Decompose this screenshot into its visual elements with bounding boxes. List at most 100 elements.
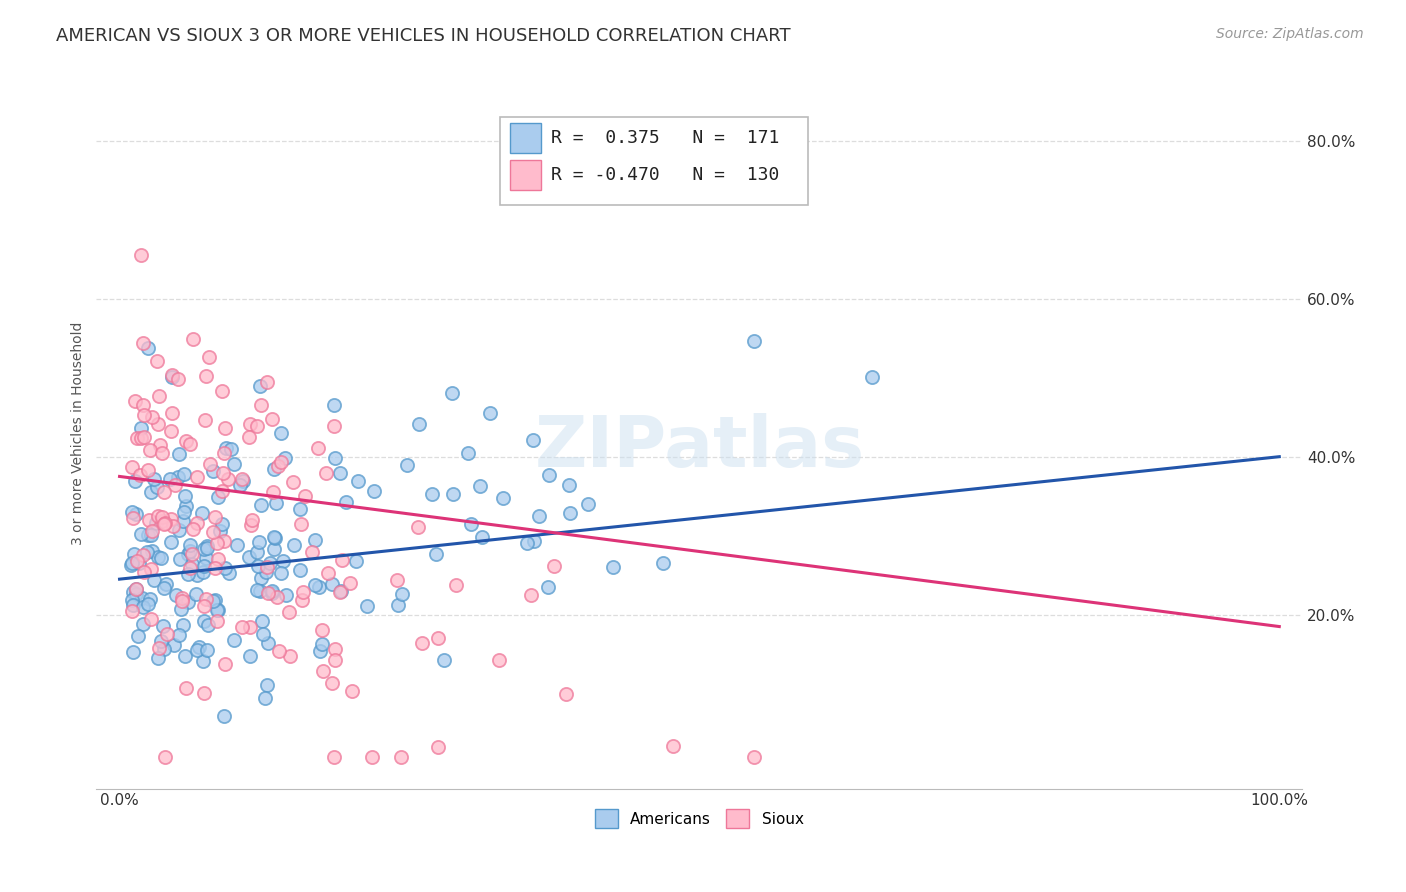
Point bbox=[249, 398, 271, 412]
Point bbox=[222, 458, 245, 472]
Point bbox=[263, 541, 285, 556]
Text: AMERICAN VS SIOUX 3 OR MORE VEHICLES IN HOUSEHOLD CORRELATION CHART: AMERICAN VS SIOUX 3 OR MORE VEHICLES IN … bbox=[56, 27, 790, 45]
Point bbox=[207, 603, 229, 617]
Point bbox=[176, 547, 198, 561]
Point bbox=[204, 510, 226, 524]
Point bbox=[160, 512, 183, 526]
Point bbox=[198, 351, 221, 365]
Point bbox=[150, 514, 173, 528]
Point bbox=[195, 540, 218, 554]
Point bbox=[162, 368, 184, 382]
Point bbox=[173, 467, 195, 481]
Point bbox=[153, 750, 176, 764]
Point bbox=[134, 408, 156, 422]
Point bbox=[129, 431, 152, 445]
Point bbox=[211, 516, 233, 531]
Point bbox=[141, 410, 163, 425]
Point bbox=[152, 485, 174, 500]
Point bbox=[361, 750, 384, 764]
Point bbox=[323, 398, 346, 412]
Point bbox=[207, 614, 229, 628]
Point bbox=[270, 455, 292, 469]
Point bbox=[179, 436, 201, 450]
Point bbox=[344, 554, 367, 568]
Point bbox=[139, 443, 162, 458]
Point bbox=[186, 568, 208, 582]
Point bbox=[122, 645, 145, 659]
Point bbox=[125, 507, 148, 521]
Point bbox=[153, 641, 176, 656]
Point bbox=[283, 538, 305, 552]
Y-axis label: 3 or more Vehicles in Household: 3 or more Vehicles in Household bbox=[72, 321, 86, 545]
Point bbox=[138, 597, 160, 611]
Point bbox=[121, 604, 143, 618]
Point bbox=[173, 505, 195, 519]
Point bbox=[202, 465, 225, 479]
Point bbox=[177, 595, 200, 609]
Text: ZIPatlas: ZIPatlas bbox=[534, 413, 865, 482]
Point bbox=[238, 550, 260, 565]
Point bbox=[139, 612, 162, 626]
Point bbox=[520, 588, 543, 602]
Point bbox=[163, 638, 186, 652]
Point bbox=[744, 750, 766, 764]
Point bbox=[138, 513, 160, 527]
Point bbox=[254, 690, 277, 705]
Point bbox=[169, 552, 191, 566]
Point bbox=[339, 575, 361, 590]
Point bbox=[152, 619, 174, 633]
Point bbox=[323, 451, 346, 466]
Point bbox=[457, 446, 479, 460]
Point bbox=[274, 450, 297, 465]
Point bbox=[122, 511, 145, 525]
Point bbox=[195, 591, 218, 606]
Point bbox=[121, 505, 143, 519]
Point bbox=[128, 557, 150, 571]
Point bbox=[231, 620, 253, 634]
Point bbox=[181, 547, 204, 561]
Point bbox=[136, 528, 159, 542]
Point bbox=[146, 480, 169, 494]
Point bbox=[323, 750, 346, 764]
Point bbox=[578, 497, 600, 511]
Point bbox=[208, 524, 231, 539]
Point bbox=[186, 586, 208, 600]
Point bbox=[159, 535, 181, 549]
Point bbox=[433, 653, 456, 667]
Point bbox=[247, 535, 270, 549]
Point bbox=[257, 586, 280, 600]
Point bbox=[396, 458, 419, 472]
Point bbox=[139, 592, 162, 607]
Point bbox=[259, 556, 281, 570]
Point bbox=[152, 581, 174, 595]
Point bbox=[249, 378, 271, 392]
Point bbox=[193, 599, 215, 614]
Point bbox=[211, 466, 233, 480]
Point bbox=[195, 551, 218, 566]
Point bbox=[195, 541, 218, 556]
Point bbox=[194, 368, 217, 383]
Point bbox=[488, 653, 510, 667]
Point bbox=[240, 517, 263, 532]
Text: R = -0.470   N =  130: R = -0.470 N = 130 bbox=[551, 166, 779, 184]
Point bbox=[129, 248, 152, 262]
Point bbox=[170, 594, 193, 608]
Point bbox=[146, 354, 169, 368]
Point bbox=[263, 531, 285, 545]
Point bbox=[191, 506, 214, 520]
Point bbox=[148, 651, 170, 665]
Point bbox=[252, 614, 274, 628]
Point bbox=[262, 484, 284, 499]
FancyBboxPatch shape bbox=[501, 117, 808, 205]
Point bbox=[156, 627, 179, 641]
Point bbox=[479, 406, 502, 420]
Point bbox=[249, 583, 271, 598]
Point bbox=[122, 584, 145, 599]
Point bbox=[527, 509, 550, 524]
Point bbox=[181, 522, 204, 536]
Point bbox=[124, 582, 146, 597]
Point bbox=[129, 421, 152, 435]
Point bbox=[256, 375, 278, 389]
Point bbox=[385, 573, 408, 587]
Point bbox=[212, 709, 235, 723]
